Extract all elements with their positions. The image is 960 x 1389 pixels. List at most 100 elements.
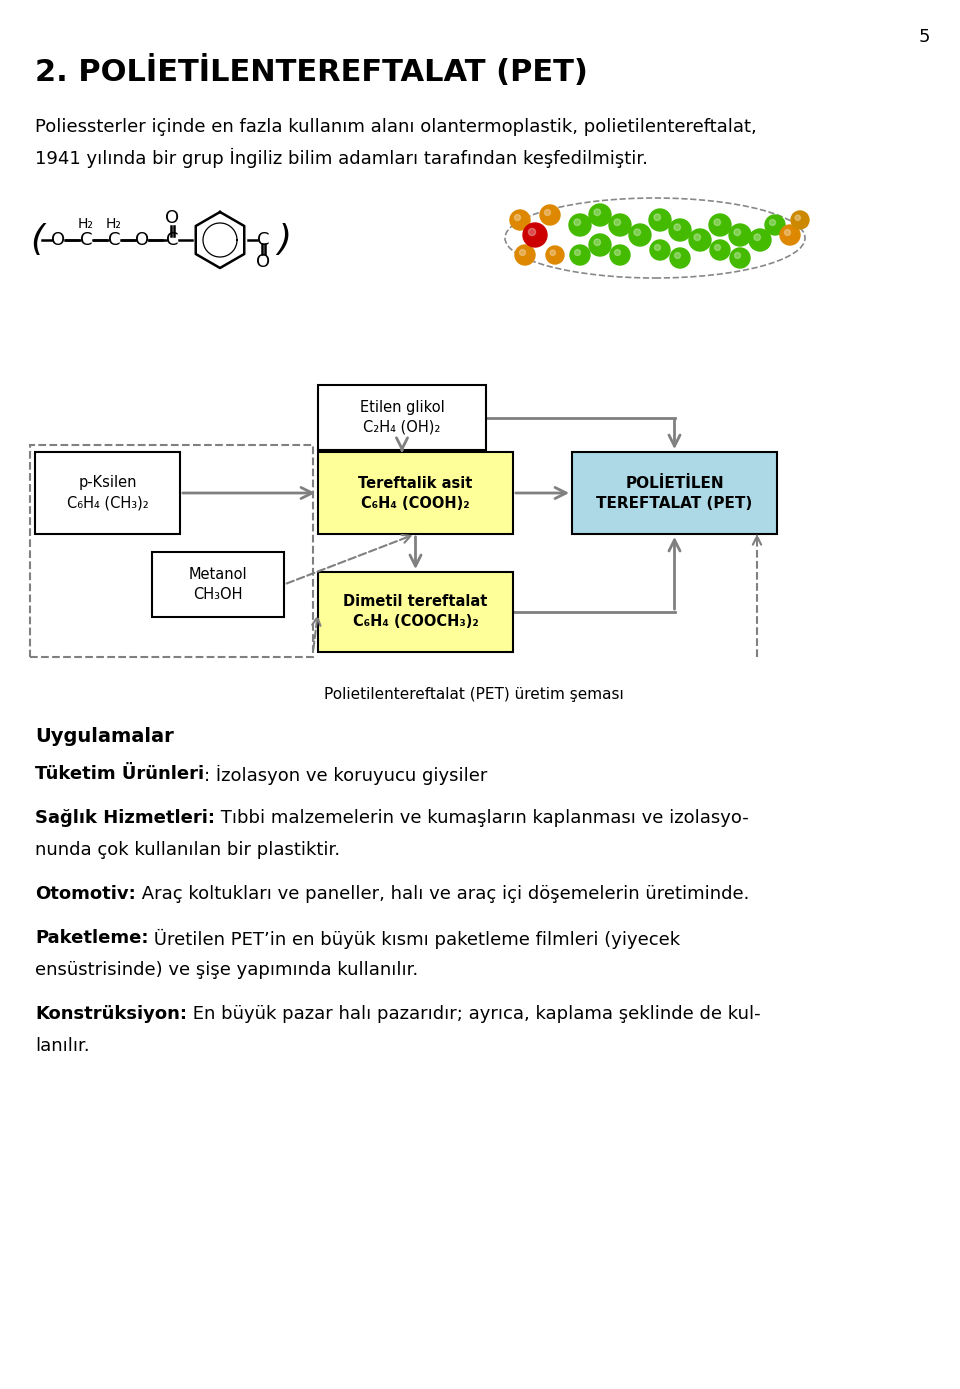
Circle shape <box>544 210 550 215</box>
Text: ): ) <box>277 224 291 257</box>
Circle shape <box>510 210 530 231</box>
Text: C: C <box>80 231 92 249</box>
Circle shape <box>674 224 681 231</box>
Text: H₂: H₂ <box>106 217 122 231</box>
Text: Paketleme:: Paketleme: <box>35 929 149 947</box>
Circle shape <box>569 214 591 236</box>
Text: POLİETİLEN: POLİETİLEN <box>625 475 724 490</box>
Text: lanılır.: lanılır. <box>35 1038 89 1056</box>
Circle shape <box>589 233 611 256</box>
Circle shape <box>609 214 631 236</box>
Text: O: O <box>51 231 65 249</box>
Text: Dimetil tereftalat: Dimetil tereftalat <box>344 594 488 610</box>
FancyBboxPatch shape <box>318 451 513 533</box>
Text: (: ( <box>30 224 44 257</box>
Text: O: O <box>135 231 149 249</box>
Text: p-Ksilen: p-Ksilen <box>79 475 136 490</box>
Circle shape <box>546 246 564 264</box>
Circle shape <box>795 215 801 221</box>
Circle shape <box>649 208 671 231</box>
Text: H₂: H₂ <box>78 217 94 231</box>
Text: Tüketim Ürünleri: Tüketim Ürünleri <box>35 765 204 783</box>
Circle shape <box>610 244 630 265</box>
Text: CH₃OH: CH₃OH <box>193 588 243 601</box>
Text: O: O <box>165 208 180 226</box>
Circle shape <box>540 206 560 225</box>
Circle shape <box>570 244 590 265</box>
Text: nunda çok kullanılan bir plastiktir.: nunda çok kullanılan bir plastiktir. <box>35 840 340 858</box>
Text: 5: 5 <box>919 28 930 46</box>
Circle shape <box>734 253 740 258</box>
Text: Sağlık Hizmetleri:: Sağlık Hizmetleri: <box>35 808 215 826</box>
Text: TEREFTALAT (PET): TEREFTALAT (PET) <box>596 496 753 511</box>
Circle shape <box>629 224 651 246</box>
Circle shape <box>689 229 711 251</box>
Circle shape <box>754 233 760 240</box>
Text: Polietilentereftalat (PET) üretim şeması: Polietilentereftalat (PET) üretim şeması <box>324 688 624 701</box>
Circle shape <box>550 250 556 256</box>
Bar <box>30 444 313 657</box>
FancyBboxPatch shape <box>152 551 284 617</box>
FancyBboxPatch shape <box>318 385 486 450</box>
Text: Otomotiv:: Otomotiv: <box>35 885 135 903</box>
Circle shape <box>675 253 681 258</box>
Circle shape <box>749 229 771 251</box>
Circle shape <box>709 214 731 236</box>
Text: Etilen glikol: Etilen glikol <box>360 400 444 415</box>
Circle shape <box>614 219 620 225</box>
FancyBboxPatch shape <box>318 572 513 651</box>
Text: C: C <box>256 231 269 249</box>
Circle shape <box>528 228 536 236</box>
Circle shape <box>594 208 601 215</box>
Circle shape <box>714 219 721 225</box>
Text: Tıbbi malzemelerin ve kumaşların kaplanması ve izolasyo-: Tıbbi malzemelerin ve kumaşların kaplanm… <box>215 808 749 826</box>
Text: 1941 yılında bir grup İngiliz bilim adamları tarafından keşfedilmiştir.: 1941 yılında bir grup İngiliz bilim adam… <box>35 149 648 168</box>
Circle shape <box>694 233 701 240</box>
Circle shape <box>574 219 581 225</box>
FancyBboxPatch shape <box>35 451 180 533</box>
Circle shape <box>515 214 520 221</box>
Text: C: C <box>108 231 120 249</box>
Text: C₆H₄ (COOCH₃)₂: C₆H₄ (COOCH₃)₂ <box>352 614 478 629</box>
Circle shape <box>791 211 809 229</box>
Circle shape <box>710 240 730 260</box>
Circle shape <box>574 250 581 256</box>
Circle shape <box>734 229 740 236</box>
Circle shape <box>594 239 601 246</box>
Text: Poliessterler içinde en fazla kullanım alanı olantermoplastik, polietilenterefta: Poliessterler içinde en fazla kullanım a… <box>35 118 756 136</box>
Circle shape <box>515 244 535 265</box>
Circle shape <box>784 229 790 236</box>
Circle shape <box>670 249 690 268</box>
Text: O: O <box>256 253 270 271</box>
Text: Metanol: Metanol <box>189 567 248 582</box>
Text: C: C <box>166 231 179 249</box>
Text: ensüstrisinde) ve şişe yapımında kullanılır.: ensüstrisinde) ve şişe yapımında kullanı… <box>35 961 419 979</box>
Circle shape <box>669 219 691 242</box>
Text: Araç koltukları ve paneller, halı ve araç içi döşemelerin üretiminde.: Araç koltukları ve paneller, halı ve ara… <box>135 885 749 903</box>
Circle shape <box>614 250 620 256</box>
Text: C₆H₄ (CH₃)₂: C₆H₄ (CH₃)₂ <box>66 496 149 511</box>
Text: : İzolasyon ve koruyucu giysiler: : İzolasyon ve koruyucu giysiler <box>204 765 488 785</box>
Circle shape <box>634 229 640 236</box>
Circle shape <box>519 250 525 256</box>
Text: En büyük pazar halı pazarıdır; ayrıca, kaplama şeklinde de kul-: En büyük pazar halı pazarıdır; ayrıca, k… <box>187 1006 760 1024</box>
Text: Üretilen PET’in en büyük kısmı paketleme filmleri (yiyecek: Üretilen PET’in en büyük kısmı paketleme… <box>149 929 681 949</box>
Circle shape <box>729 224 751 246</box>
Circle shape <box>523 224 547 247</box>
FancyBboxPatch shape <box>572 451 777 533</box>
Text: 2. POLİETİLENTEREFTALAT (PET): 2. POLİETİLENTEREFTALAT (PET) <box>35 56 588 88</box>
Text: Konstrüksiyon:: Konstrüksiyon: <box>35 1006 187 1024</box>
Circle shape <box>654 214 660 221</box>
Circle shape <box>780 225 800 244</box>
Circle shape <box>765 215 785 235</box>
Circle shape <box>655 244 660 250</box>
Circle shape <box>770 219 776 225</box>
Circle shape <box>650 240 670 260</box>
Circle shape <box>714 244 721 250</box>
Text: Tereftalik asit: Tereftalik asit <box>358 475 472 490</box>
Circle shape <box>589 204 611 226</box>
Text: Uygulamalar: Uygulamalar <box>35 726 174 746</box>
Text: C₂H₄ (OH)₂: C₂H₄ (OH)₂ <box>363 419 441 435</box>
Text: C₆H₄ (COOH)₂: C₆H₄ (COOH)₂ <box>361 496 469 511</box>
Circle shape <box>730 249 750 268</box>
